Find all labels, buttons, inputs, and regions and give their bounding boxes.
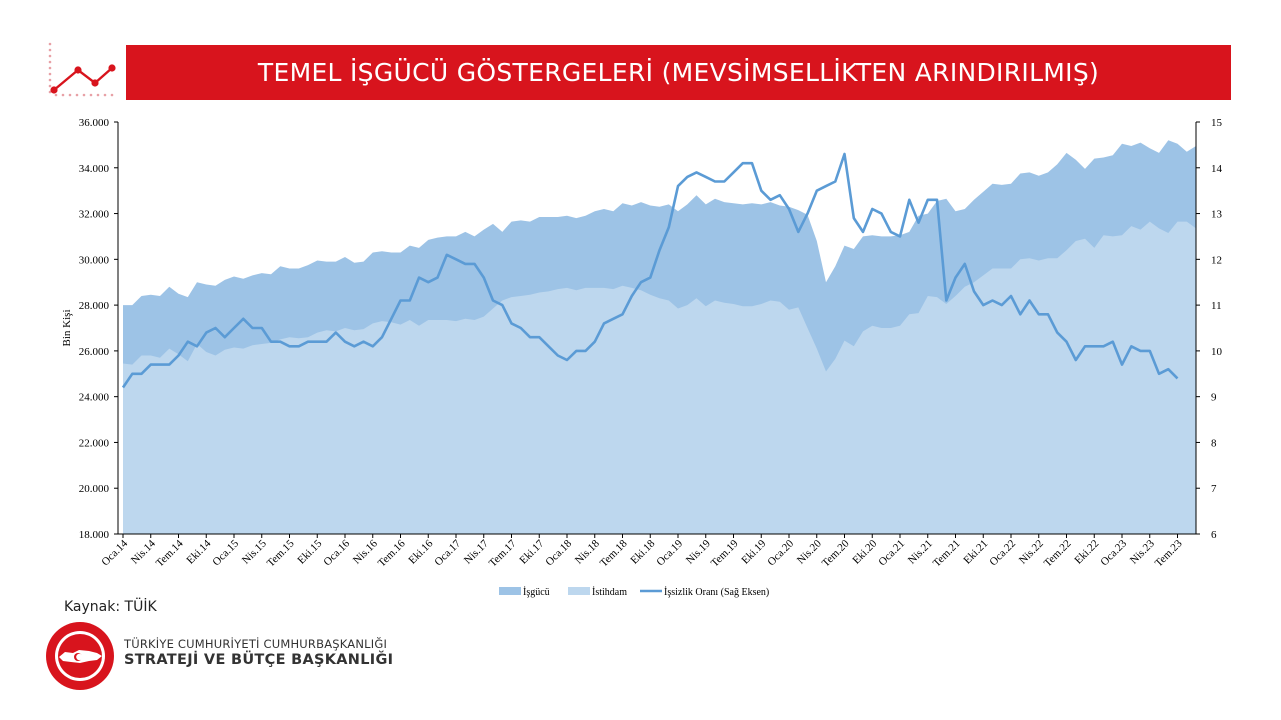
logo-dot (68, 93, 72, 97)
x-tick-label: Eki.22 (1072, 538, 1101, 567)
y2-tick-label: 11 (1211, 300, 1222, 312)
y2-tick-label: 13 (1211, 209, 1223, 221)
logo-dot (48, 60, 52, 64)
x-tick-label: Tem.17 (487, 537, 519, 569)
x-tick-label: Oca.19 (654, 537, 685, 568)
x-tick-label: Tem.15 (265, 537, 297, 569)
logo-dot (96, 93, 100, 97)
y-tick-label: 26.000 (79, 346, 110, 358)
logo-dot (48, 42, 52, 46)
x-tick-label: Tem.14 (154, 537, 186, 569)
legend-swatch (568, 587, 590, 595)
y2-tick-label: 14 (1211, 163, 1223, 175)
x-tick-label: Tem.18 (598, 537, 630, 569)
logo-dot (48, 48, 52, 52)
x-tick-label: Oca.16 (321, 537, 352, 568)
x-tick-label: Oca.17 (432, 537, 463, 568)
trend-point-2 (74, 66, 82, 74)
sbb-seal-logo (46, 622, 114, 690)
x-tick-label: Nis.21 (906, 538, 935, 567)
x-tick-label: Tem.21 (931, 538, 963, 570)
logo-dot (48, 78, 52, 82)
x-tick-label: Nis.22 (1017, 538, 1046, 567)
logo-dot (54, 93, 58, 97)
logo-dot (89, 93, 93, 97)
x-tick-label: Eki.14 (184, 537, 213, 566)
y-tick-label: 34.000 (79, 163, 110, 175)
y2-tick-label: 7 (1211, 483, 1217, 495)
trend-polyline (53, 67, 113, 91)
y-tick-label: 30.000 (79, 254, 110, 266)
logo-dot (75, 93, 79, 97)
legend-item-1: İstihdam (568, 586, 627, 598)
x-tick-label: Tem.22 (1042, 538, 1074, 570)
x-tick-label: Oca.20 (765, 537, 796, 568)
y-axis-title: Bin Kişi (61, 310, 73, 347)
y-tick-label: 28.000 (79, 300, 110, 312)
y-tick-label: 36.000 (79, 117, 110, 129)
labor-indicators-chart: 18.000 20.000 22.000 24.000 26.000 28.000 30.0… (61, 117, 1223, 598)
y-tick-label: 22.000 (79, 437, 110, 449)
x-tick-label: Oca.21 (876, 538, 907, 569)
y-tick-label: 24.000 (79, 392, 110, 404)
legend-item-2: İşsizlik Oranı (Sağ Eksen) (640, 586, 769, 598)
legend-label: İşsizlik Oranı (Sağ Eksen) (664, 586, 769, 598)
legend-label: İstihdam (592, 586, 627, 598)
x-tick-label: Oca.18 (543, 537, 574, 568)
legend-item-0: İşgücü (499, 586, 550, 598)
legend-label: İşgücü (523, 586, 550, 598)
source-note: Kaynak: TÜİK (64, 599, 157, 615)
logo-dot (48, 90, 52, 94)
x-tick-label: Eki.21 (961, 538, 990, 567)
logo-dot (103, 93, 107, 97)
x-tick-label: Tem.16 (376, 537, 408, 569)
logo-dot (48, 66, 52, 70)
y2-tick-label: 9 (1211, 392, 1217, 404)
y2-tick-label: 10 (1211, 346, 1223, 358)
trend-point-3 (91, 79, 99, 87)
x-tick-label: Eki.19 (739, 537, 768, 566)
series-area-1 (123, 221, 1196, 534)
logo-dot (48, 54, 52, 58)
logo-dot (82, 93, 86, 97)
org-name-line1: TÜRKİYE CUMHURİYETİ CUMHURBAŞKANLIĞI (124, 637, 388, 651)
x-tick-label: Eki.15 (295, 537, 324, 566)
y2-tick-label: 8 (1211, 437, 1217, 449)
x-tick-label: Eki.18 (628, 537, 657, 566)
y-tick-label: 32.000 (79, 209, 110, 221)
x-tick-label: Oca.23 (1098, 537, 1129, 568)
y2-tick-label: 15 (1211, 117, 1223, 129)
dotted-axis-decoration (48, 42, 114, 97)
trend-line-icon (48, 42, 116, 97)
y2-tick-label: 12 (1211, 254, 1222, 266)
logo-dot (61, 93, 65, 97)
x-tick-label: Oca.22 (987, 538, 1018, 569)
x-tick-label: Tem.19 (709, 537, 741, 569)
y-tick-label: 18.000 (79, 529, 110, 541)
logo-dot (48, 84, 52, 88)
x-tick-label: Eki.16 (406, 537, 435, 566)
y2-tick-label: 6 (1211, 529, 1217, 541)
x-tick-label: Eki.20 (850, 537, 879, 566)
org-name-line2: STRATEJİ VE BÜTÇE BAŞKANLIĞI (124, 652, 394, 668)
y-tick-label: 20.000 (79, 483, 110, 495)
logo-dot (110, 93, 114, 97)
x-tick-label: Oca.14 (99, 537, 130, 568)
page-title: TEMEL İŞGÜCÜ GÖSTERGELERİ (MEVSİMSELLİKT… (126, 45, 1231, 100)
x-tick-label: Eki.17 (517, 537, 546, 566)
x-tick-label: Tem.20 (820, 537, 852, 569)
trend-point-4 (108, 64, 116, 72)
legend-swatch (499, 587, 521, 595)
x-tick-label: Oca.15 (210, 537, 241, 568)
x-tick-label: Tem.23 (1153, 537, 1185, 569)
logo-dot (48, 72, 52, 76)
trend-point-1 (50, 86, 58, 94)
series-line-2 (121, 152, 1179, 389)
